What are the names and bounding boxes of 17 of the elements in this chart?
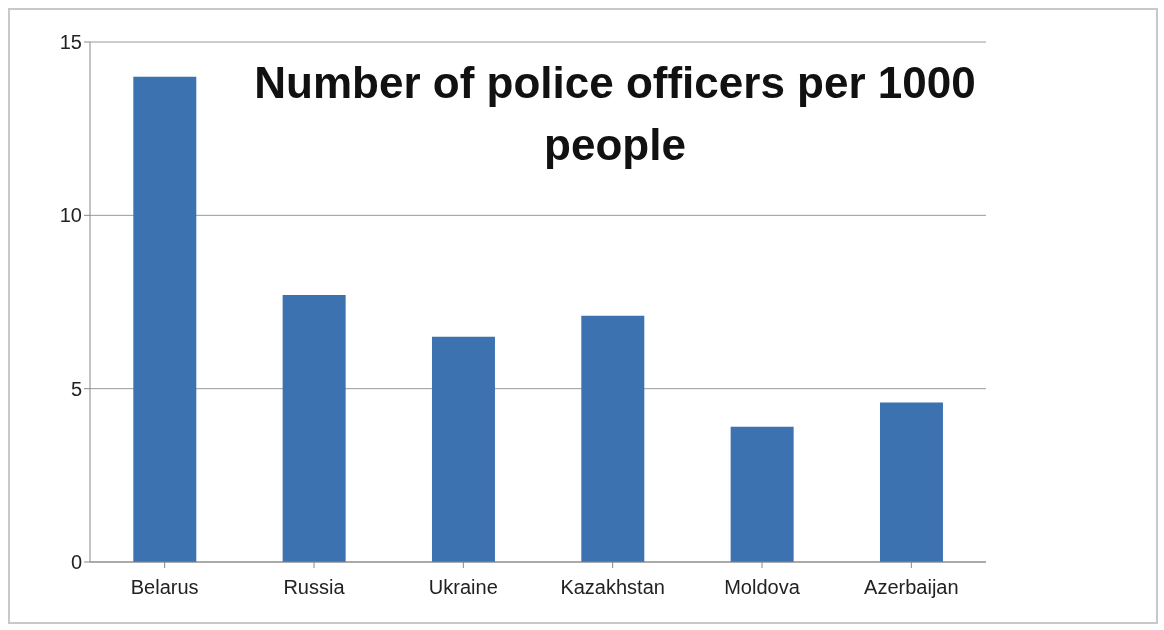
bar xyxy=(133,76,197,562)
x-tick-label: Azerbaijan xyxy=(864,576,959,599)
y-tick-label: 15 xyxy=(59,31,82,54)
x-tick-label: Russia xyxy=(283,576,346,599)
bar xyxy=(581,315,645,562)
y-tick-label: 5 xyxy=(70,377,82,400)
text: Number of police officers per 1000 people xyxy=(253,57,977,171)
x-tick-label: Belarus xyxy=(130,576,199,599)
bar xyxy=(879,402,943,562)
x-tick-label: Ukraine xyxy=(428,576,498,599)
x-tick-label: Kazakhstan xyxy=(560,576,665,599)
y-tick-label: 10 xyxy=(59,204,82,227)
y-tick-label: 0 xyxy=(70,551,82,574)
bar xyxy=(431,336,495,562)
x-tick-label: Moldova xyxy=(724,576,801,599)
bar xyxy=(730,426,794,562)
bar xyxy=(282,295,346,562)
